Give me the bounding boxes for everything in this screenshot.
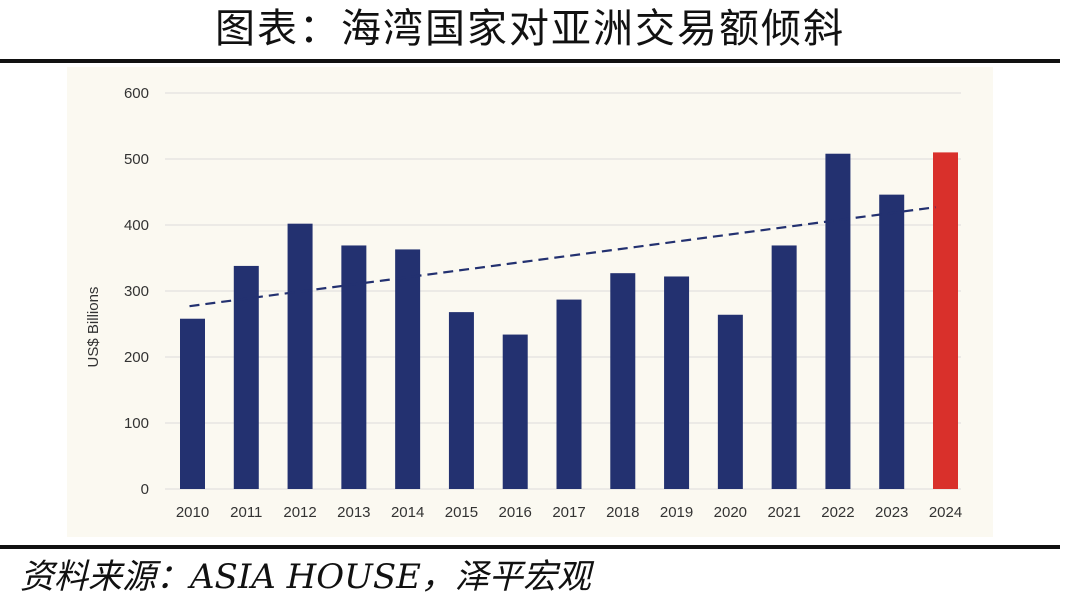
x-tick-label: 2010	[176, 504, 209, 521]
bar-2021	[771, 245, 797, 489]
bar-2020	[717, 314, 743, 489]
x-tick-label: 2017	[552, 504, 585, 521]
y-axis-label: US$ Billions	[85, 287, 102, 368]
bar-2019	[664, 276, 690, 489]
y-tick-label: 0	[141, 481, 149, 498]
x-tick-label: 2015	[445, 504, 478, 521]
source-note: 资料来源：ASIA HOUSE，泽平宏观	[20, 557, 591, 597]
x-tick-label: 2020	[714, 504, 747, 521]
source-divider	[0, 545, 1060, 549]
trend-line	[189, 206, 936, 308]
x-axis-ticks: 2010 2011 2012 2013 2014 2015 2016 2017 2018 2019…	[176, 504, 962, 521]
x-tick-label: 2012	[283, 504, 316, 521]
x-tick-label: 2011	[230, 504, 262, 521]
bar-chart: 0 100 200 300 400 500 600 2010 2011 2012 2013 2014…	[85, 85, 962, 521]
bar-2010	[180, 318, 205, 489]
bar-2017	[556, 299, 582, 489]
x-tick-label: 2023	[875, 504, 908, 521]
y-tick-label: 400	[124, 217, 149, 234]
chart-title: 图表：海湾国家对亚洲交易额倾斜	[215, 6, 845, 52]
bar-2022	[825, 153, 851, 489]
y-tick-label: 200	[124, 349, 149, 366]
chart-panel: 0 100 200 300 400 500 600 2010 2011 2012 2013 2014…	[67, 67, 993, 537]
y-tick-label: 600	[124, 85, 149, 102]
y-tick-label: 500	[124, 151, 149, 168]
bars	[180, 152, 958, 489]
y-tick-label: 300	[124, 283, 149, 300]
y-tick-label: 100	[124, 415, 149, 432]
title-divider	[0, 59, 1060, 63]
bar-2012	[287, 223, 313, 489]
bar-2018	[610, 273, 636, 489]
x-tick-label: 2013	[337, 504, 370, 521]
bar-2015	[448, 312, 474, 489]
x-tick-label: 2022	[821, 504, 854, 521]
x-tick-label: 2024	[929, 504, 962, 521]
bar-2014	[395, 249, 421, 489]
bar-2024	[933, 152, 958, 489]
x-tick-label: 2019	[660, 504, 693, 521]
bar-2011	[233, 265, 259, 489]
x-tick-label: 2018	[606, 504, 639, 521]
x-tick-label: 2021	[767, 504, 800, 521]
bar-2016	[502, 334, 528, 489]
x-tick-label: 2014	[391, 504, 424, 521]
trendline-layer	[189, 206, 936, 308]
bar-2023	[879, 194, 905, 489]
x-tick-label: 2016	[499, 504, 532, 521]
bar-2013	[341, 245, 367, 489]
y-axis-ticks: 0 100 200 300 400 500 600	[124, 85, 149, 498]
